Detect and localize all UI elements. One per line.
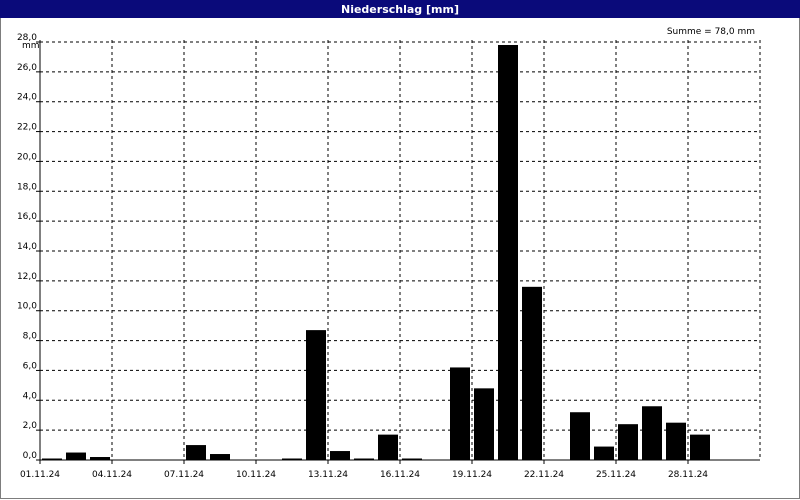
y-tick-label: 24,0 bbox=[17, 93, 37, 103]
bar bbox=[210, 454, 230, 460]
bar bbox=[90, 457, 110, 460]
y-tick-label: 0,0 bbox=[23, 451, 38, 461]
y-tick-label: 18,0 bbox=[17, 182, 37, 192]
chart-title-bar: Niederschlag [mm] bbox=[0, 0, 800, 18]
bar bbox=[42, 458, 62, 460]
y-tick-label: 6,0 bbox=[23, 361, 38, 371]
bar bbox=[402, 458, 422, 460]
bar bbox=[498, 44, 518, 460]
x-tick-label: 07.11.24 bbox=[164, 470, 204, 480]
y-tick-label: 20,0 bbox=[17, 152, 37, 162]
x-tick-label: 01.11.24 bbox=[20, 470, 60, 480]
bar bbox=[66, 452, 86, 460]
y-tick-label: 2,0 bbox=[23, 421, 38, 431]
y-tick-label: 28,0 bbox=[17, 33, 37, 43]
x-tick-label: 22.11.24 bbox=[524, 470, 564, 480]
bar bbox=[666, 422, 686, 460]
y-tick-label: 12,0 bbox=[17, 272, 37, 282]
bar bbox=[690, 434, 710, 460]
y-unit-label: mm bbox=[22, 41, 40, 51]
y-tick-label: 22,0 bbox=[17, 123, 37, 133]
y-tick-label: 14,0 bbox=[17, 242, 37, 252]
x-tick-label: 25.11.24 bbox=[596, 470, 636, 480]
y-tick-label: 26,0 bbox=[17, 63, 37, 73]
x-tick-label: 28.11.24 bbox=[668, 470, 708, 480]
grid bbox=[40, 40, 761, 460]
bar bbox=[522, 286, 542, 460]
bar bbox=[570, 412, 590, 460]
bar bbox=[642, 406, 662, 460]
bar bbox=[378, 434, 398, 460]
x-tick-label: 16.11.24 bbox=[380, 470, 420, 480]
x-tick-label: 04.11.24 bbox=[92, 470, 132, 480]
y-tick-labels: 0,0 2,0 4,0 6,0 8,0 10,0 12,0 14,0 16,0 18,0 20,0 2… bbox=[17, 33, 37, 461]
y-tick-label: 10,0 bbox=[17, 302, 37, 312]
chart-title: Niederschlag [mm] bbox=[341, 2, 459, 16]
sum-label: Summe = 78,0 mm bbox=[667, 27, 755, 37]
bar bbox=[186, 445, 206, 460]
bars bbox=[42, 44, 710, 460]
bar bbox=[330, 451, 350, 460]
y-tick-label: 4,0 bbox=[23, 391, 38, 401]
bar bbox=[450, 367, 470, 460]
x-tick-label: 13.11.24 bbox=[308, 470, 348, 480]
bar bbox=[282, 458, 302, 460]
bar bbox=[594, 446, 614, 460]
x-tick-labels: 01.11.24 04.11.24 07.11.24 10.11.24 13.11.24… bbox=[20, 470, 708, 480]
y-tick-label: 8,0 bbox=[23, 332, 38, 342]
bar bbox=[474, 388, 494, 460]
bar bbox=[354, 458, 374, 460]
x-tick-label: 19.11.24 bbox=[452, 470, 492, 480]
bar bbox=[306, 330, 326, 460]
x-tick-label: 10.11.24 bbox=[236, 470, 276, 480]
y-tick-label: 16,0 bbox=[17, 212, 37, 222]
axes bbox=[36, 40, 760, 464]
bar bbox=[618, 424, 638, 460]
